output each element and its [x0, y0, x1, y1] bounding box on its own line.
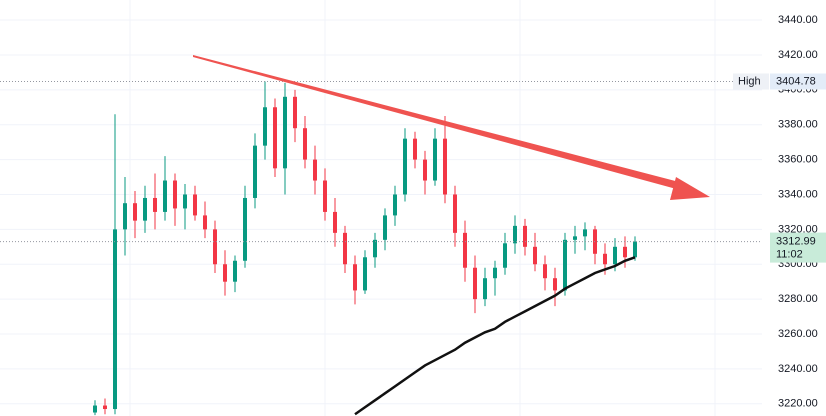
candle-body [613, 246, 617, 265]
high-tag-bg [733, 73, 769, 90]
y-tick-label: 3380.00 [778, 119, 818, 131]
candle-body [193, 194, 197, 216]
high-value: 3404.78 [776, 75, 816, 87]
candle-body [313, 159, 317, 181]
candle-body [513, 225, 517, 244]
y-tick-label: 3420.00 [778, 49, 818, 61]
candle-body [133, 203, 137, 221]
candle-body [163, 180, 167, 212]
trend-arrow [193, 55, 710, 200]
candle-body [283, 96, 287, 169]
moving-average [354, 256, 636, 416]
vertical-grid [129, 0, 716, 416]
candle-body [453, 194, 457, 233]
candle-body [183, 194, 187, 209]
candle-body [393, 194, 397, 216]
plot-area [0, 80, 762, 416]
candle-body [293, 96, 297, 129]
countdown: 11:02 [776, 249, 803, 261]
candle-body [543, 264, 547, 279]
y-tick-label: 3440.00 [778, 14, 818, 26]
candle-body [413, 138, 417, 160]
candle-body [553, 278, 557, 291]
y-tick-label: 3240.00 [778, 363, 818, 375]
candle-body [103, 405, 107, 410]
candle-body [303, 128, 307, 160]
candle-body [443, 138, 447, 195]
candle-body [333, 211, 337, 233]
y-tick-label: 3260.00 [778, 328, 818, 340]
high-label: High [738, 75, 761, 87]
candle-body [483, 278, 487, 300]
candle-body [373, 239, 377, 258]
candle-body [173, 180, 177, 209]
candle-body [353, 264, 357, 291]
candle-body [563, 239, 567, 291]
candle-body [343, 232, 347, 265]
y-tick-label: 3320.00 [778, 223, 818, 235]
candle-body [263, 107, 267, 146]
candle-body [573, 236, 577, 240]
candle-body [623, 246, 627, 258]
candle-body [203, 215, 207, 230]
candle-body [633, 241, 637, 258]
candle-body [243, 197, 247, 261]
candle-body [123, 203, 127, 230]
candle-body [363, 257, 367, 291]
candle-body [493, 267, 497, 279]
candle-body [273, 107, 277, 169]
y-tick-label: 3360.00 [778, 154, 818, 166]
candle-body [533, 246, 537, 265]
candle-body [153, 197, 157, 212]
price-axis: 3220.003240.003260.003280.003300.003320.… [778, 14, 818, 410]
candle-body [93, 405, 97, 413]
candle-body [463, 232, 467, 268]
candle-body [213, 229, 217, 265]
candle-body [223, 264, 227, 282]
candle-body [423, 159, 427, 181]
high-value-bg [770, 73, 826, 90]
y-tick-label: 3340.00 [778, 188, 818, 200]
candle-body [383, 215, 387, 240]
candle-body [583, 229, 587, 237]
price-tag-bg [770, 232, 826, 263]
candle-body [233, 260, 237, 282]
candle-body [113, 229, 117, 410]
candle-body [603, 253, 607, 265]
y-tick-label: 3220.00 [778, 398, 818, 410]
candle-body [473, 267, 477, 300]
candle-body [323, 180, 327, 212]
price-value: 3312.99 [776, 236, 816, 248]
y-tick-label: 3280.00 [778, 293, 818, 305]
candle-body [433, 138, 437, 181]
horizontal-grid [0, 19, 762, 405]
candle-body [403, 138, 407, 195]
candle-body [503, 243, 507, 268]
candle-body [523, 225, 527, 247]
candle-body [143, 197, 147, 221]
candle-body [253, 145, 257, 198]
